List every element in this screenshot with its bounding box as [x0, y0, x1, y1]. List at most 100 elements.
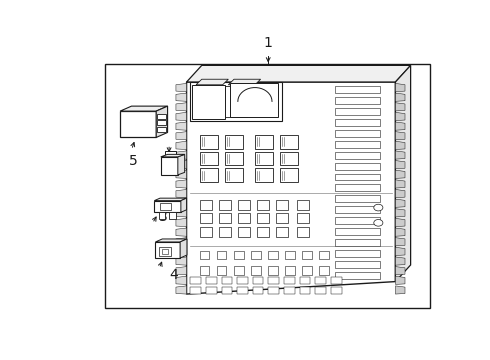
Bar — [280, 152, 298, 165]
Bar — [255, 168, 273, 182]
Bar — [335, 163, 380, 170]
Bar — [280, 168, 298, 182]
Polygon shape — [395, 238, 405, 246]
Polygon shape — [178, 154, 185, 175]
Polygon shape — [395, 122, 405, 130]
Polygon shape — [159, 212, 165, 219]
Bar — [335, 119, 380, 126]
Bar — [331, 278, 342, 284]
Bar — [276, 199, 288, 210]
Bar — [335, 184, 380, 192]
Polygon shape — [176, 141, 187, 149]
Bar — [335, 130, 380, 137]
Circle shape — [374, 220, 383, 226]
Polygon shape — [395, 103, 405, 111]
Polygon shape — [176, 209, 187, 217]
Bar — [280, 135, 298, 149]
Bar — [315, 278, 326, 284]
Bar — [224, 168, 243, 182]
Text: 4: 4 — [169, 268, 178, 282]
Polygon shape — [176, 276, 187, 284]
Bar — [105, 64, 430, 308]
Polygon shape — [395, 170, 405, 179]
Bar — [335, 195, 380, 202]
Bar — [200, 168, 218, 182]
Polygon shape — [187, 66, 411, 82]
Bar — [276, 213, 288, 223]
Bar — [206, 287, 217, 294]
Polygon shape — [155, 242, 180, 258]
Bar — [284, 278, 294, 284]
Polygon shape — [196, 86, 247, 117]
Bar — [219, 213, 231, 223]
Polygon shape — [161, 154, 185, 157]
Polygon shape — [395, 84, 405, 92]
Bar — [200, 227, 212, 237]
Polygon shape — [120, 111, 156, 138]
Bar — [319, 266, 329, 275]
Bar — [335, 141, 380, 148]
Text: 3: 3 — [159, 210, 168, 224]
Bar — [206, 278, 217, 284]
Polygon shape — [176, 151, 187, 159]
Bar — [285, 266, 295, 275]
Bar — [238, 227, 250, 237]
Bar — [335, 239, 380, 246]
Polygon shape — [181, 198, 187, 212]
Bar — [300, 278, 310, 284]
Bar — [200, 251, 209, 260]
Polygon shape — [165, 151, 176, 157]
Bar — [237, 278, 248, 284]
Bar — [335, 272, 380, 279]
Polygon shape — [395, 267, 405, 275]
Bar — [335, 250, 380, 257]
Text: 2: 2 — [169, 155, 178, 169]
Polygon shape — [120, 106, 168, 111]
Polygon shape — [395, 199, 405, 207]
Text: 1: 1 — [264, 36, 272, 50]
Polygon shape — [176, 161, 187, 169]
Polygon shape — [196, 79, 228, 85]
Polygon shape — [228, 79, 261, 85]
Bar — [331, 287, 342, 294]
Polygon shape — [157, 127, 167, 132]
Polygon shape — [176, 257, 187, 265]
Bar — [255, 135, 273, 149]
Polygon shape — [176, 267, 187, 275]
Bar — [257, 227, 269, 237]
Bar — [335, 217, 380, 224]
Bar — [302, 266, 312, 275]
Polygon shape — [176, 199, 187, 207]
Bar — [251, 266, 261, 275]
Polygon shape — [157, 114, 167, 118]
Bar — [221, 278, 232, 284]
Bar — [253, 287, 264, 294]
Polygon shape — [230, 84, 278, 117]
Text: 5: 5 — [129, 154, 138, 168]
Polygon shape — [395, 276, 405, 284]
Bar — [335, 261, 380, 268]
Polygon shape — [395, 209, 405, 217]
Bar — [190, 278, 201, 284]
Bar — [335, 228, 380, 235]
Polygon shape — [395, 93, 405, 101]
Bar — [302, 251, 312, 260]
Bar — [234, 266, 244, 275]
Bar — [200, 152, 218, 165]
Bar — [335, 206, 380, 213]
Bar — [221, 287, 232, 294]
Circle shape — [374, 204, 383, 211]
Bar — [238, 199, 250, 210]
Bar — [335, 108, 380, 115]
Bar — [268, 251, 278, 260]
Bar — [219, 227, 231, 237]
Polygon shape — [176, 219, 187, 226]
Polygon shape — [395, 132, 405, 140]
Bar — [257, 213, 269, 223]
Polygon shape — [176, 93, 187, 101]
Bar — [217, 266, 226, 275]
Polygon shape — [176, 180, 187, 188]
Bar — [234, 251, 244, 260]
Bar — [335, 97, 380, 104]
Bar — [224, 152, 243, 165]
